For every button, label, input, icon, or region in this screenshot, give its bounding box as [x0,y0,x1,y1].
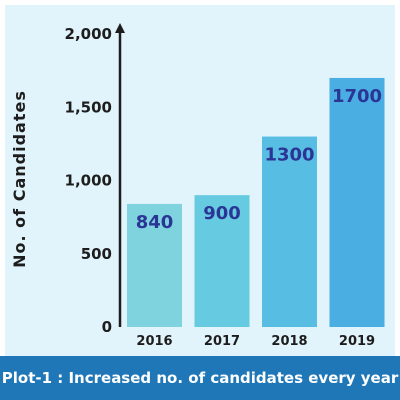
y-axis-arrow [115,23,125,33]
bar-2017 [194,195,250,327]
bar-2018 [262,136,317,327]
y-tick-label: 1,000 [65,172,112,190]
bar-2019 [329,77,385,327]
chart-caption: Plot-1 : Increased no. of candidates eve… [1,369,399,387]
value-label: 1700 [332,86,382,107]
plot-area: 0 500 1,000 1,500 2,000 No. of Candidates 840 2… [5,5,395,356]
y-axis-title: No. of Candidates [10,90,29,268]
x-tick-label: 2018 [271,334,307,349]
y-tick-label: 2,000 [65,25,112,43]
y-tick-label: 0 [102,318,112,336]
bar-2016 [127,203,182,327]
y-tick-label: 500 [81,245,112,263]
value-label: 840 [136,212,174,233]
y-tick-label: 1,500 [65,98,112,116]
bars [127,77,385,327]
labels: 0 500 1,000 1,500 2,000 No. of Candidates 840 2… [10,25,382,349]
x-tick-label: 2019 [339,334,375,349]
x-tick-label: 2017 [204,334,240,349]
axes [115,23,125,327]
caption-bar: Plot-1 : Increased no. of candidates eve… [0,356,400,400]
bar-chart: 0 500 1,000 1,500 2,000 No. of Candidates 840 2… [10,23,385,349]
value-label: 900 [203,203,241,224]
value-label: 1300 [264,145,314,166]
x-tick-label: 2016 [136,334,172,349]
